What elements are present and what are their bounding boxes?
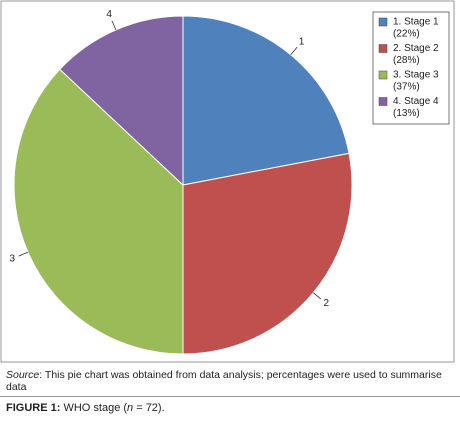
slice-label: 2 <box>324 298 330 309</box>
leader-line <box>290 46 298 56</box>
legend-swatch <box>378 97 388 106</box>
caption-text: = 72). <box>133 402 165 414</box>
leader-line <box>312 292 322 300</box>
legend-label: 2. Stage 2 <box>393 43 439 54</box>
legend-label: 3. Stage 3 <box>393 70 439 81</box>
legend-value: (28%) <box>393 55 420 66</box>
pie-slice <box>182 152 353 355</box>
figure-caption: FIGURE 1: WHO stage (n = 72). <box>6 402 451 414</box>
source-label: Source <box>6 369 40 381</box>
legend-label: 4. Stage 4 <box>393 96 439 107</box>
legend-label: 1. Stage 1 <box>393 17 439 28</box>
slice-label: 1 <box>299 36 305 47</box>
slice-label: 3 <box>10 254 16 265</box>
legend-swatch <box>378 17 388 27</box>
legend-value: (13%) <box>393 108 420 119</box>
leader-line <box>18 251 29 257</box>
pie-slice <box>13 68 184 355</box>
legend-swatch <box>378 70 388 80</box>
source-text: : This pie chart was obtained from data … <box>6 369 442 393</box>
leader-line <box>111 20 117 31</box>
pie-slice <box>59 15 184 187</box>
legend-value: (37%) <box>393 82 420 93</box>
source-note: Source: This pie chart was obtained from… <box>6 369 451 393</box>
legend-swatch <box>378 44 388 53</box>
figure-label: FIGURE 1: <box>6 402 61 414</box>
legend-value: (22%) <box>393 29 420 40</box>
separator <box>0 396 460 397</box>
chart: 1 2 3 4 1. Stage 1(22%) 2. Stage 2(28%) 3. Sta… <box>0 0 455 363</box>
chart-border <box>0 0 455 363</box>
caption-text: WHO stage ( <box>60 402 128 414</box>
caption-n: n <box>127 402 134 414</box>
slice-label: 4 <box>106 9 112 20</box>
